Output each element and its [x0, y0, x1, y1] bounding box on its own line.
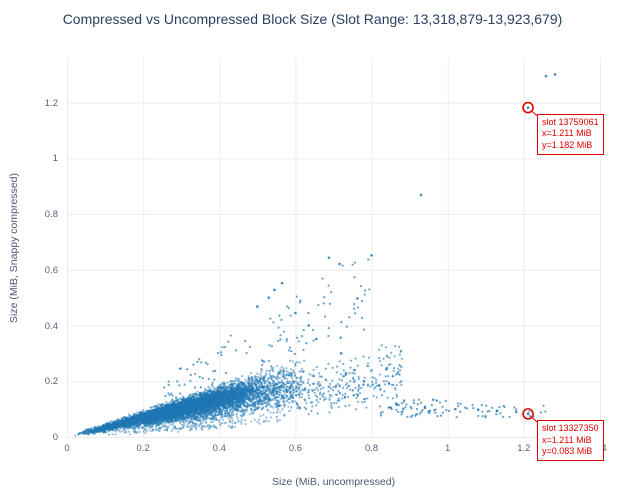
x-axis-title: Size (MiB, uncompressed): [271, 476, 396, 488]
x-tick-label: 1.2: [517, 443, 531, 454]
y-tick-label: 0.8: [44, 209, 58, 221]
y-axis-title: Size (MiB, Snappy compressed): [8, 173, 20, 323]
annotation-box-slot-13327350: slot 13327350 x=1.211 MiB y=0.083 MiB: [537, 419, 604, 461]
y-tick-label: 1: [52, 153, 58, 165]
x-tick-label: 0.2: [136, 443, 150, 454]
x-tick-label: 0: [64, 443, 70, 454]
y-tick-label: 1.2: [44, 97, 58, 109]
x-tick-label: 0.4: [212, 443, 226, 454]
y-tick-label: 0.4: [44, 320, 58, 332]
annotation-box-slot-13759061: slot 13759061 x=1.211 MiB y=1.182 MiB: [537, 113, 604, 155]
x-tick-label: 1: [445, 443, 451, 454]
x-tick-label: 0.6: [288, 443, 303, 454]
y-tick-label: 0.6: [44, 264, 58, 276]
x-tick-label: 0.8: [364, 443, 379, 454]
annotation-slot-label: slot 13759061: [542, 116, 599, 127]
annotation-y-value: y=0.083 MiB: [542, 446, 593, 457]
y-tick-label: 0: [52, 432, 58, 443]
annotation-slot-label: slot 13327350: [542, 422, 599, 433]
annotation-x-value: x=1.211 MiB: [542, 434, 592, 445]
annotation-y-value: y=1.182 MiB: [542, 139, 593, 150]
annotation-x-value: x=1.211 MiB: [542, 128, 592, 139]
y-tick-label: 0.2: [44, 376, 58, 388]
